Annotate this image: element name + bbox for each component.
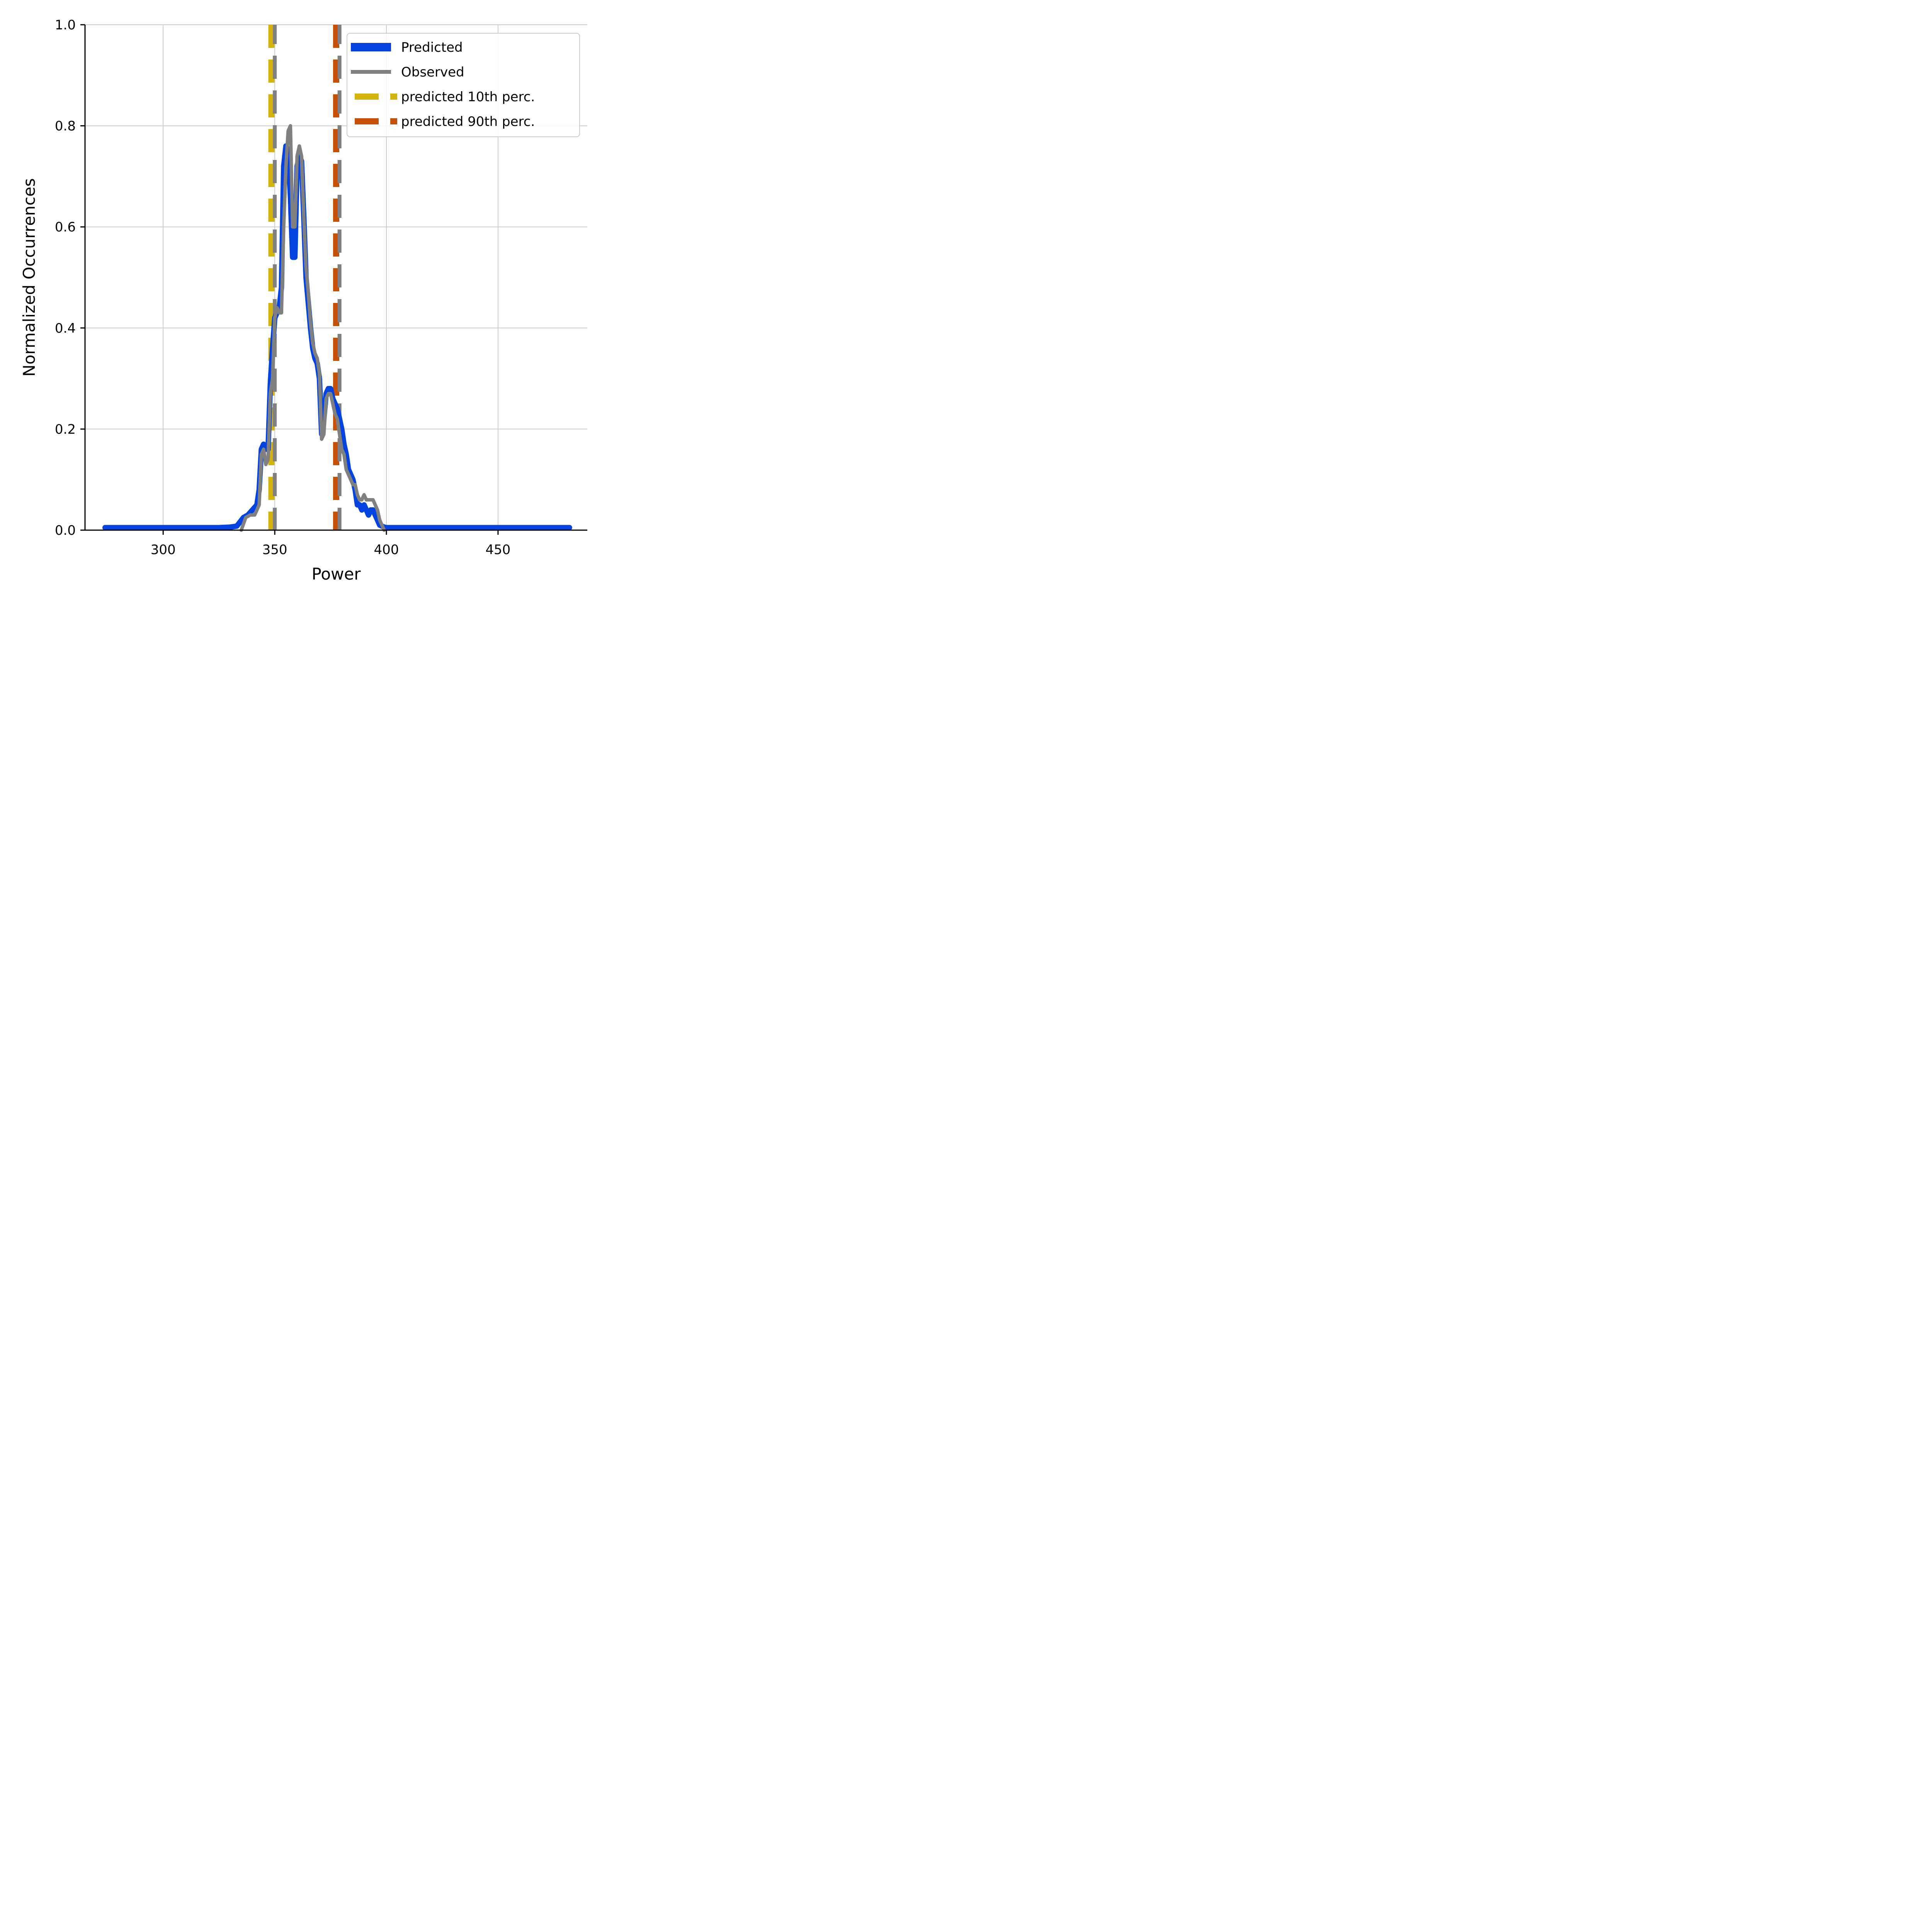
series-lines [102, 124, 572, 532]
series-line-observed [239, 124, 386, 532]
x-tick-label: 300 [151, 542, 176, 558]
y-tick-label: 0.2 [55, 422, 76, 437]
chart: 300 350 400 450 0.0 0.2 0.4 0.6 0.8 1.0 Power No… [0, 0, 599, 599]
y-tick-label: 1.0 [55, 17, 76, 33]
legend-label: Observed [401, 65, 464, 80]
x-axis-title: Power [312, 565, 361, 583]
y-axis-title: Normalized Occurrences [20, 178, 39, 377]
legend-label: predicted 10th perc. [401, 89, 535, 105]
legend-label: Predicted [401, 40, 463, 55]
y-ticks: 0.0 0.2 0.4 0.6 0.8 1.0 [55, 17, 85, 538]
percentile-lines [268, 25, 342, 530]
y-tick-label: 0.6 [55, 219, 76, 235]
x-ticks: 300 350 400 450 [151, 530, 510, 558]
y-tick-label: 0.0 [55, 523, 76, 538]
x-tick-label: 450 [485, 542, 510, 558]
legend: Predicted Observed predicted 10th perc. pre… [347, 33, 580, 137]
y-tick-label: 0.4 [55, 321, 76, 336]
axes [84, 25, 587, 531]
x-tick-label: 350 [262, 542, 287, 558]
legend-box [347, 33, 580, 137]
y-tick-label: 0.8 [55, 119, 76, 134]
legend-label: predicted 90th perc. [401, 114, 535, 129]
x-tick-label: 400 [374, 542, 399, 558]
